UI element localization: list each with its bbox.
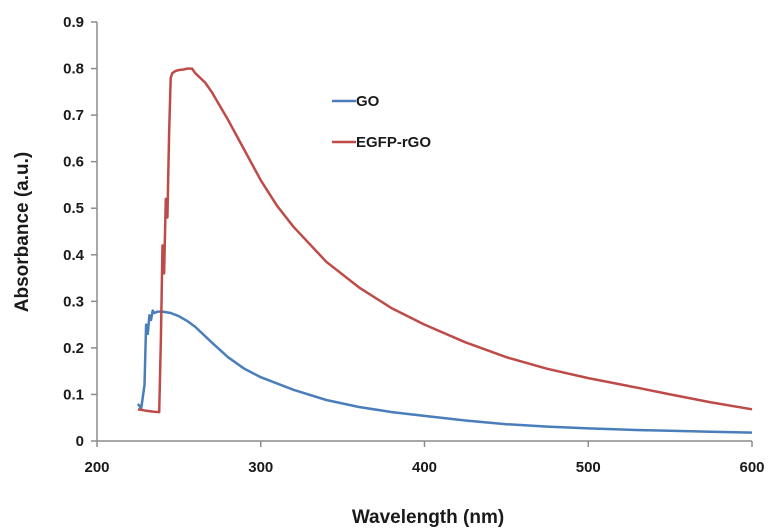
y-axis-ticks: 0 0.1 0.2 0.3 0.4 0.5 0.6 0.7 0.8 0.9 bbox=[63, 14, 97, 450]
series-lines bbox=[136, 67, 753, 434]
y-tick-label: 0.3 bbox=[63, 293, 84, 310]
series-line-go bbox=[136, 309, 753, 434]
y-axis-title: Absorbance (a.u.) bbox=[12, 152, 33, 312]
legend: GO EGFP-rGO bbox=[332, 93, 431, 151]
y-tick-label: 0.8 bbox=[63, 61, 84, 78]
x-tick-label: 600 bbox=[739, 459, 764, 476]
y-tick-label: 0 bbox=[76, 433, 84, 450]
series-line-egfp-rgo bbox=[137, 67, 753, 414]
x-tick-label: 400 bbox=[412, 459, 437, 476]
plot-area: 0 0.1 0.2 0.3 0.4 0.5 0.6 0.7 0.8 0.9 200 300 400 50… bbox=[63, 14, 764, 476]
y-tick-label: 0.5 bbox=[63, 200, 84, 217]
x-axis-ticks: 200 300 400 500 600 bbox=[84, 441, 765, 476]
x-tick-label: 300 bbox=[248, 459, 273, 476]
legend-label-go: GO bbox=[356, 93, 380, 110]
legend-label-egfp-rgo: EGFP-rGO bbox=[356, 134, 431, 151]
x-tick-label: 500 bbox=[576, 459, 601, 476]
y-tick-label: 0.4 bbox=[63, 247, 85, 264]
y-tick-label: 0.7 bbox=[63, 107, 84, 124]
y-tick-label: 0.1 bbox=[63, 386, 84, 403]
y-tick-label: 0.9 bbox=[63, 14, 84, 31]
x-tick-label: 200 bbox=[84, 459, 109, 476]
x-axis-title: Wavelength (nm) bbox=[352, 507, 504, 528]
y-tick-label: 0.6 bbox=[63, 154, 84, 171]
y-tick-label: 0.2 bbox=[63, 340, 84, 357]
